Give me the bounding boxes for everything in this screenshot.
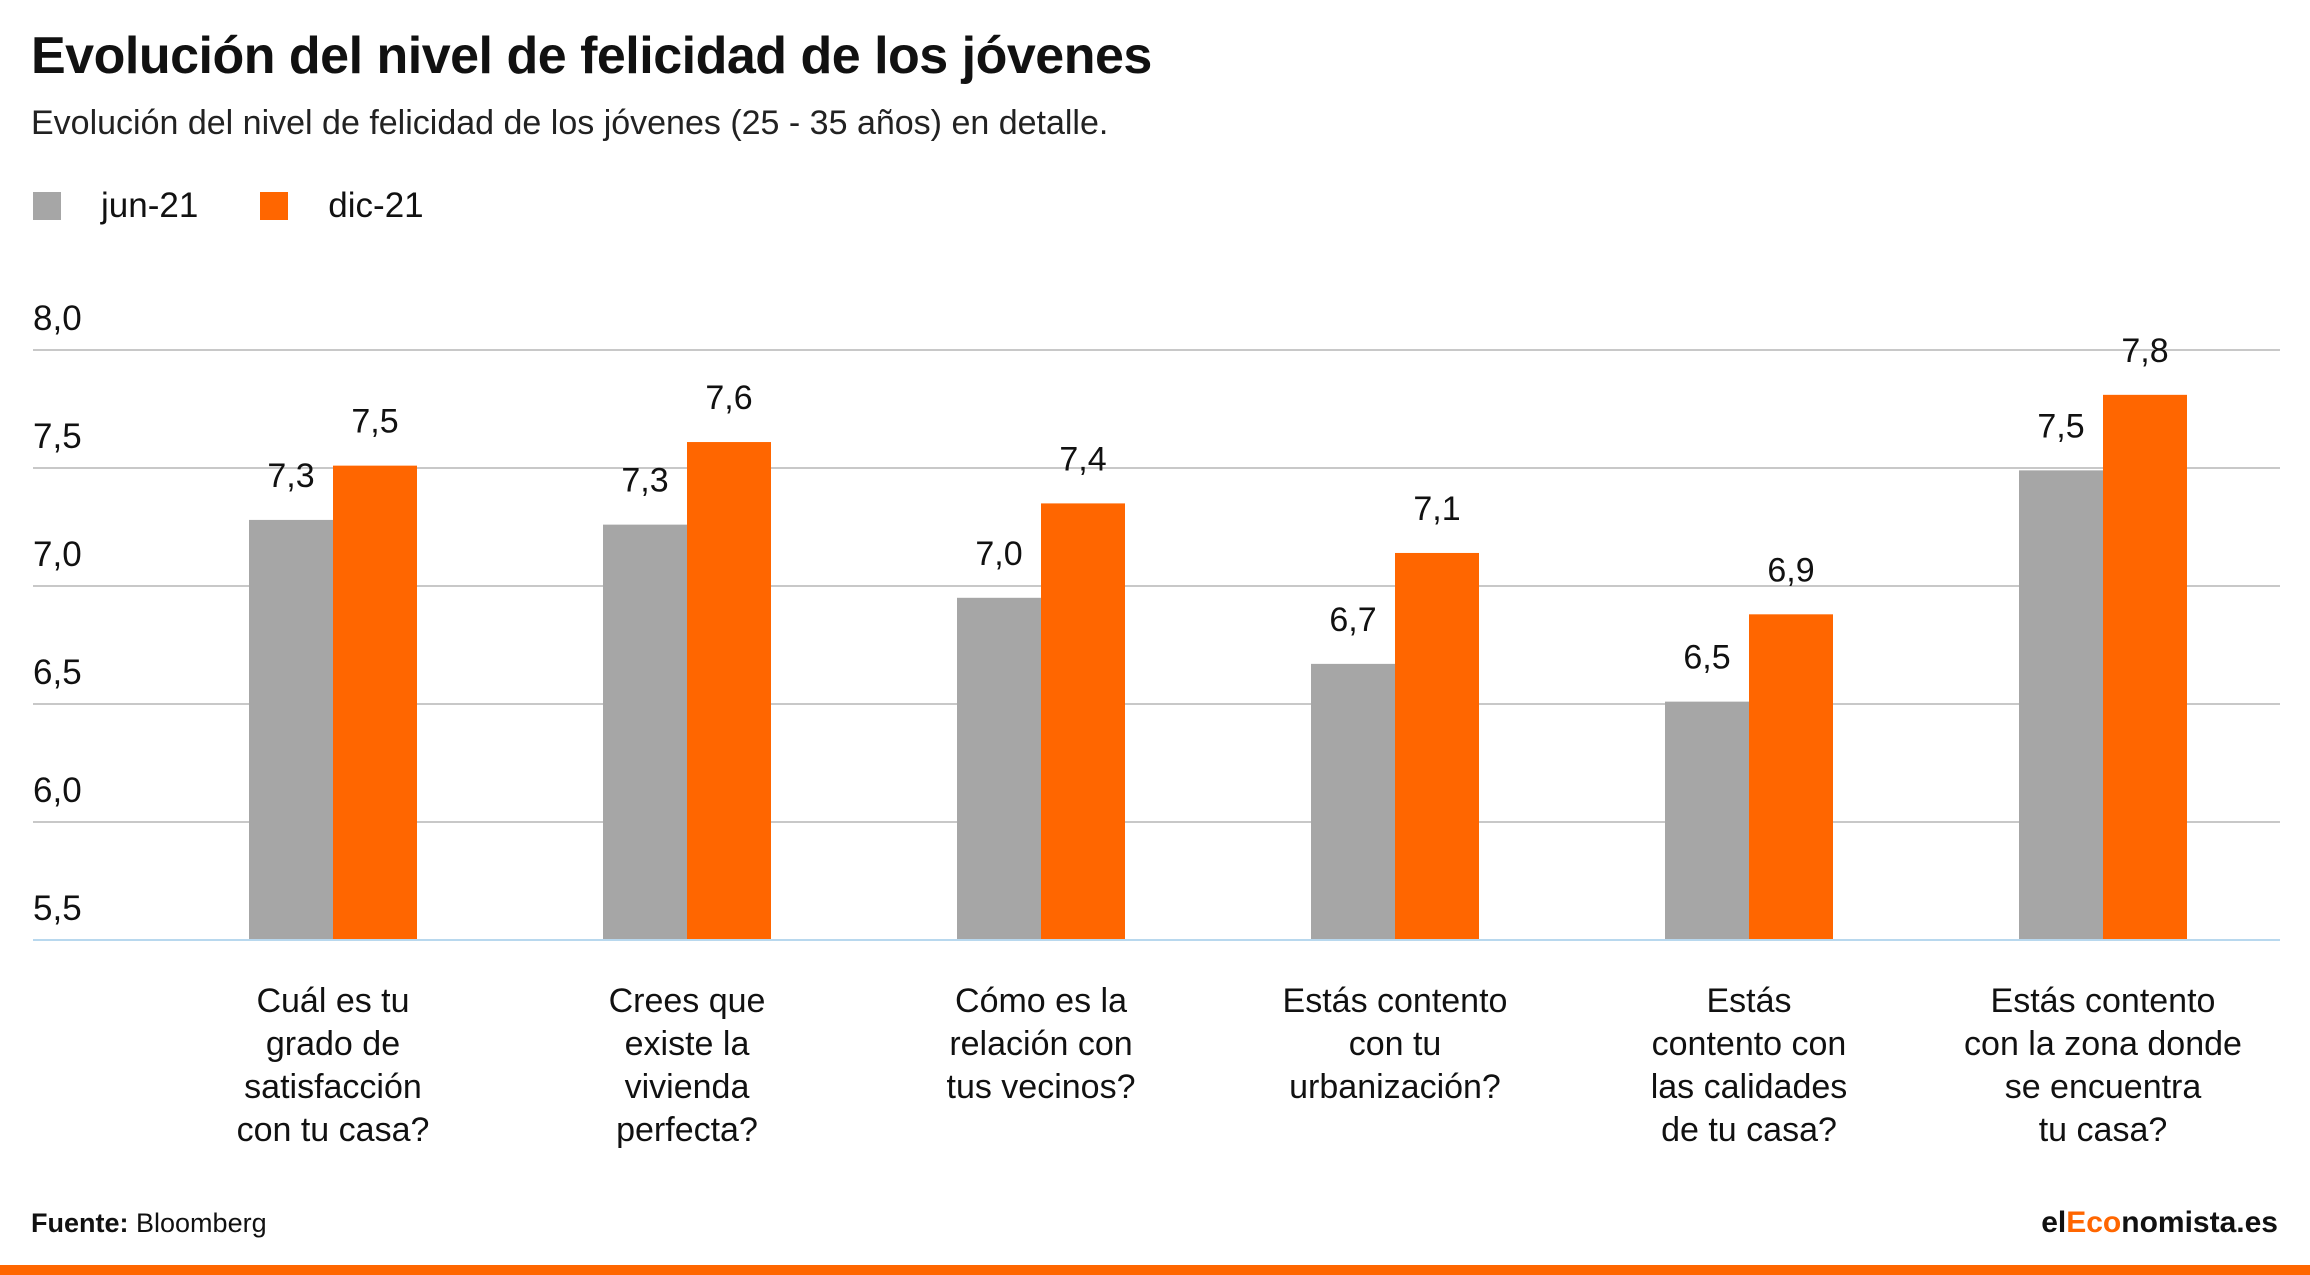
x-category-label-line: con tu xyxy=(1349,1025,1442,1063)
x-category-label-line: vivienda xyxy=(625,1068,750,1106)
x-category-label: Estás contento con tu urbanización? xyxy=(1283,982,1508,1106)
x-category-label-line: tus vecinos? xyxy=(947,1068,1136,1106)
legend-label-jun-21: jun-21 xyxy=(101,186,199,225)
source-label: Fuente: xyxy=(31,1208,129,1238)
y-tick-label: 7,5 xyxy=(33,417,82,456)
source-note: Fuente: Bloomberg xyxy=(31,1208,267,1239)
x-category-label: Cuál es tu grado de satisfacción con tu cas… xyxy=(237,982,430,1149)
data-label: 7,6 xyxy=(705,379,752,417)
data-label: 7,5 xyxy=(351,403,398,441)
data-label: 7,1 xyxy=(1413,490,1460,528)
bar-dic-21 xyxy=(1041,503,1125,940)
x-category-label-line: perfecta? xyxy=(616,1111,758,1149)
legend-swatch-dic-21 xyxy=(260,192,289,220)
x-category-label-line: Cómo es la xyxy=(955,982,1127,1020)
x-category-label-line: tu casa? xyxy=(2039,1111,2168,1149)
x-category-label: Estás contento con las calidades de tu casa… xyxy=(1651,982,1848,1149)
x-category-label-line: grado de xyxy=(266,1025,400,1063)
bar-jun-21 xyxy=(249,519,333,940)
bar-jun-21 xyxy=(1665,701,1749,940)
legend-item-dic-21: dic-21 xyxy=(260,186,424,226)
legend-item-jun-21: jun-21 xyxy=(33,186,198,226)
legend-swatch-jun-21 xyxy=(33,192,61,220)
x-category-label-line: relación con xyxy=(949,1025,1132,1063)
x-category-label-line: urbanización? xyxy=(1289,1068,1501,1106)
y-tick-label: 8,0 xyxy=(33,299,82,338)
bar-dic-21 xyxy=(2103,394,2187,941)
bottom-accent-bar xyxy=(0,1265,2310,1275)
data-label: 7,3 xyxy=(621,462,668,500)
source-value: Bloomberg xyxy=(136,1208,267,1238)
y-tick-label: 6,5 xyxy=(33,653,82,692)
x-category-label-line: Estás contento xyxy=(1283,982,1508,1020)
chart-title: Evolución del nivel de felicidad de los … xyxy=(31,27,1152,85)
data-label: 6,7 xyxy=(1329,601,1376,639)
data-label: 7,5 xyxy=(2037,407,2084,445)
x-category-label: Estás contento con la zona donde se encuen… xyxy=(1964,982,2242,1149)
legend: jun-21 dic-21 xyxy=(33,186,486,226)
brand-highlight: Eco xyxy=(2066,1206,2122,1239)
data-label: 6,9 xyxy=(1767,551,1814,589)
data-label: 7,4 xyxy=(1059,440,1106,478)
x-category-label-line: Estás xyxy=(1706,982,1791,1020)
x-category-label-line: con tu casa? xyxy=(237,1111,430,1149)
x-category-label-line: Crees que xyxy=(609,982,766,1020)
bar-dic-21 xyxy=(1395,552,1479,940)
x-category-label-line: Cuál es tu xyxy=(256,982,409,1020)
brand-prefix: el xyxy=(2041,1206,2067,1239)
chart-subtitle: Evolución del nivel de felicidad de los … xyxy=(31,104,1109,142)
bar-jun-21 xyxy=(603,524,687,940)
bar-jun-21 xyxy=(1311,663,1395,940)
brand-suffix: nomista.es xyxy=(2121,1206,2278,1239)
brand-logo: elEconomista.es xyxy=(2041,1206,2278,1240)
x-category-label-line: existe la xyxy=(625,1025,750,1063)
x-category-label-line: contento con xyxy=(1652,1025,1847,1063)
y-tick-label: 5,5 xyxy=(33,889,82,928)
legend-label-dic-21: dic-21 xyxy=(328,186,424,225)
bar-jun-21 xyxy=(2019,470,2103,940)
x-category-label-line: satisfacción xyxy=(244,1068,422,1106)
x-category-label: Crees que existe la vivienda perfecta? xyxy=(609,982,766,1149)
y-tick-label: 7,0 xyxy=(33,535,82,574)
data-label: 7,8 xyxy=(2121,332,2168,370)
bar-dic-21 xyxy=(333,465,417,940)
data-label: 6,5 xyxy=(1683,639,1730,677)
bar-jun-21 xyxy=(957,597,1041,940)
x-category-label: Cómo es la relación con tus vecinos? xyxy=(947,982,1136,1106)
y-tick-label: 6,0 xyxy=(33,771,82,810)
x-category-label-line: con la zona donde xyxy=(1964,1025,2242,1063)
bar-dic-21 xyxy=(687,442,771,940)
data-label: 7,0 xyxy=(975,535,1022,573)
x-category-label-line: Estás contento xyxy=(1991,982,2216,1020)
bar-dic-21 xyxy=(1749,614,1833,940)
x-category-label-line: de tu casa? xyxy=(1661,1111,1837,1149)
data-label: 7,3 xyxy=(267,457,314,495)
x-category-label-line: se encuentra xyxy=(2005,1068,2202,1106)
x-category-label-line: las calidades xyxy=(1651,1068,1848,1106)
